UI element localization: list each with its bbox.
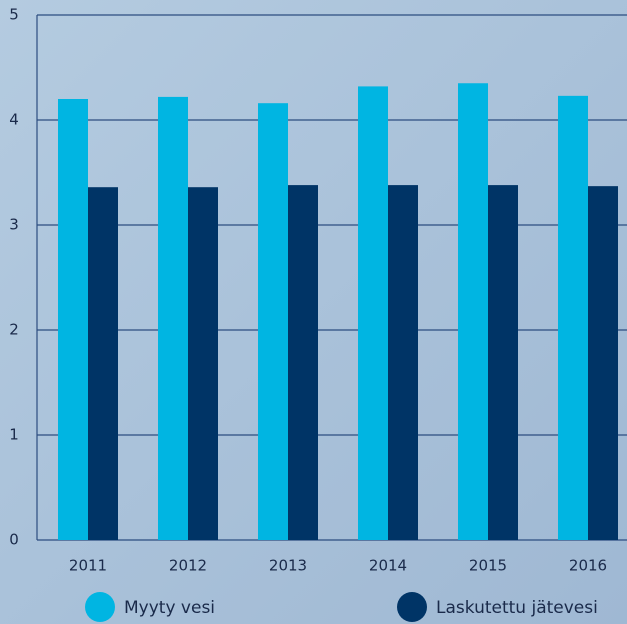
y-tick-label: 4 bbox=[9, 111, 19, 129]
x-tick-label: 2011 bbox=[69, 557, 107, 575]
legend-label: Laskutettu jätevesi bbox=[436, 598, 598, 618]
bar bbox=[288, 185, 318, 540]
bar bbox=[558, 95, 588, 540]
bar bbox=[588, 186, 618, 540]
legend-marker bbox=[85, 592, 115, 622]
bar bbox=[158, 96, 188, 541]
bar bbox=[188, 187, 218, 540]
bar bbox=[458, 83, 488, 540]
bar bbox=[258, 103, 288, 540]
bar bbox=[88, 187, 118, 540]
y-tick-label: 0 bbox=[9, 531, 19, 549]
x-tick-label: 2016 bbox=[569, 557, 607, 575]
legend-label: Myyty vesi bbox=[124, 598, 215, 618]
x-tick-label: 2014 bbox=[369, 557, 407, 575]
x-tick-label: 2012 bbox=[169, 557, 207, 575]
bar bbox=[388, 185, 418, 540]
legend-marker bbox=[397, 592, 427, 622]
y-tick-label: 1 bbox=[9, 426, 19, 444]
x-tick-label: 2013 bbox=[269, 557, 307, 575]
y-tick-label: 5 bbox=[9, 6, 19, 24]
y-tick-label: 3 bbox=[9, 216, 19, 234]
y-tick-label: 2 bbox=[9, 321, 19, 339]
x-tick-label: 2015 bbox=[469, 557, 507, 575]
bar bbox=[358, 86, 388, 541]
bar bbox=[58, 99, 88, 540]
bar bbox=[488, 185, 518, 540]
